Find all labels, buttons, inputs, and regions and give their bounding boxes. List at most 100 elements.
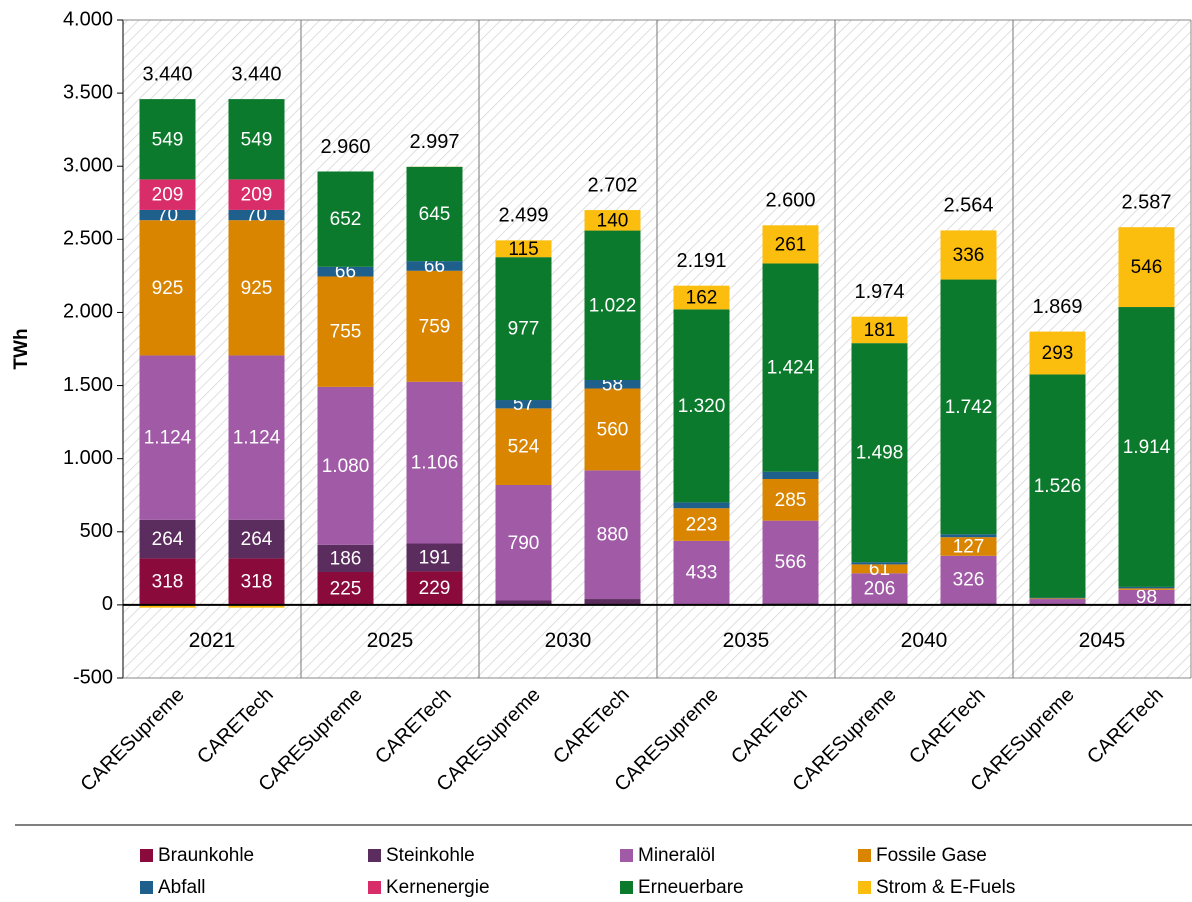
value-label: 261: [775, 234, 807, 255]
y-tick-label: 2.000: [63, 301, 113, 323]
legend-swatch: [140, 881, 153, 894]
value-label: 1.742: [945, 397, 993, 418]
value-label: 759: [419, 316, 451, 337]
x-tick-label: CARETech: [371, 684, 456, 769]
y-tick-label: -500: [73, 666, 113, 688]
legend-label: Abfall: [158, 877, 206, 898]
value-label: 66: [424, 256, 445, 277]
value-label: 186: [330, 548, 362, 569]
bar-segment: [317, 386, 374, 545]
bar-segment: [1118, 586, 1175, 589]
bar-segment: [406, 381, 463, 544]
value-label: 1.498: [856, 443, 904, 464]
bar-segment: [940, 537, 997, 556]
bar-segment: [762, 478, 819, 521]
bar-segment: [762, 263, 819, 472]
legend-swatch: [140, 849, 153, 862]
bar-segment: [851, 343, 908, 563]
bar-segment: [940, 279, 997, 535]
value-label: 560: [597, 419, 629, 440]
bar-segment: [673, 540, 730, 605]
value-label: 206: [864, 578, 896, 599]
x-tick-label: CARESupreme: [77, 684, 189, 796]
group-label: 2045: [1079, 629, 1126, 652]
bar-segment: [228, 558, 285, 605]
x-tick-label: CARETech: [193, 684, 278, 769]
value-label: 127: [953, 536, 985, 557]
total-label: 2.587: [1121, 191, 1171, 213]
bar-segment: [673, 508, 730, 541]
value-label: 925: [152, 278, 184, 299]
bar-segment: [228, 355, 285, 520]
group-label: 2021: [189, 629, 236, 652]
value-label: 191: [419, 547, 451, 568]
bar-segment: [317, 171, 374, 267]
bar-segment: [139, 355, 196, 520]
legend-swatch: [858, 881, 871, 894]
total-label: 2.997: [409, 131, 459, 153]
bar-segment: [228, 209, 285, 221]
value-label: 326: [953, 570, 985, 591]
bar-segment: [495, 240, 552, 258]
group-label: 2025: [367, 629, 414, 652]
bar-segment: [1029, 598, 1086, 600]
legend-label: Strom & E-Fuels: [876, 877, 1015, 898]
value-label: 1.124: [144, 428, 192, 449]
value-label: 755: [330, 322, 362, 343]
bar-segment: [584, 470, 641, 600]
value-label: 336: [953, 245, 985, 266]
legend-label: Kernenergie: [386, 877, 490, 898]
value-label: 264: [241, 529, 273, 550]
bar-segment: [228, 179, 285, 210]
value-label: 264: [152, 529, 184, 550]
bar-segment: [940, 555, 997, 604]
bar-segment: [762, 225, 819, 264]
value-label: 880: [597, 525, 629, 546]
y-axis-label: TWh: [11, 328, 32, 369]
value-label: 1.124: [233, 428, 281, 449]
value-label: 70: [157, 205, 178, 226]
bar-segment: [139, 179, 196, 210]
bar-segment: [495, 600, 552, 605]
bar-segment: [1029, 597, 1086, 599]
bar-segment: [139, 209, 196, 221]
bar-segment: [495, 408, 552, 485]
bar-segment: [406, 261, 463, 271]
bar-segment: [228, 220, 285, 356]
value-label: 1.080: [322, 456, 370, 477]
value-label: 318: [241, 572, 273, 593]
bar-segment: [851, 573, 908, 604]
value-label: 70: [246, 205, 267, 226]
bar-segment: [495, 484, 552, 601]
total-label: 3.440: [231, 63, 281, 85]
y-tick-label: 0: [102, 593, 113, 615]
value-label: 925: [241, 278, 273, 299]
x-tick-label: CARETech: [905, 684, 990, 769]
legend-swatch: [368, 849, 381, 862]
bar-segment: [584, 210, 641, 231]
bar-segment: [1118, 307, 1175, 587]
bar-segment: [406, 571, 463, 605]
value-label: 1.424: [767, 358, 815, 379]
bar-segment: [673, 502, 730, 509]
bar-segment: [139, 604, 196, 608]
x-tick-label: CARETech: [1083, 684, 1168, 769]
bar-segment: [851, 316, 908, 344]
bar-segment: [139, 220, 196, 356]
value-label: 66: [335, 262, 356, 283]
legend-swatch: [620, 881, 633, 894]
y-tick-label: 3.000: [63, 155, 113, 177]
total-label: 1.869: [1032, 296, 1082, 318]
total-label: 3.440: [142, 63, 192, 85]
total-label: 2.191: [676, 250, 726, 272]
legend-label: Erneuerbare: [638, 877, 744, 898]
bar-segment: [940, 230, 997, 280]
legend-label: Steinkohle: [386, 845, 475, 866]
x-tick-label: CARETech: [549, 684, 634, 769]
y-tick-label: 1.000: [63, 447, 113, 469]
bar-segment: [317, 544, 374, 572]
bar-segment: [1029, 599, 1086, 605]
bar-segment: [673, 309, 730, 503]
value-label: 293: [1042, 343, 1074, 364]
